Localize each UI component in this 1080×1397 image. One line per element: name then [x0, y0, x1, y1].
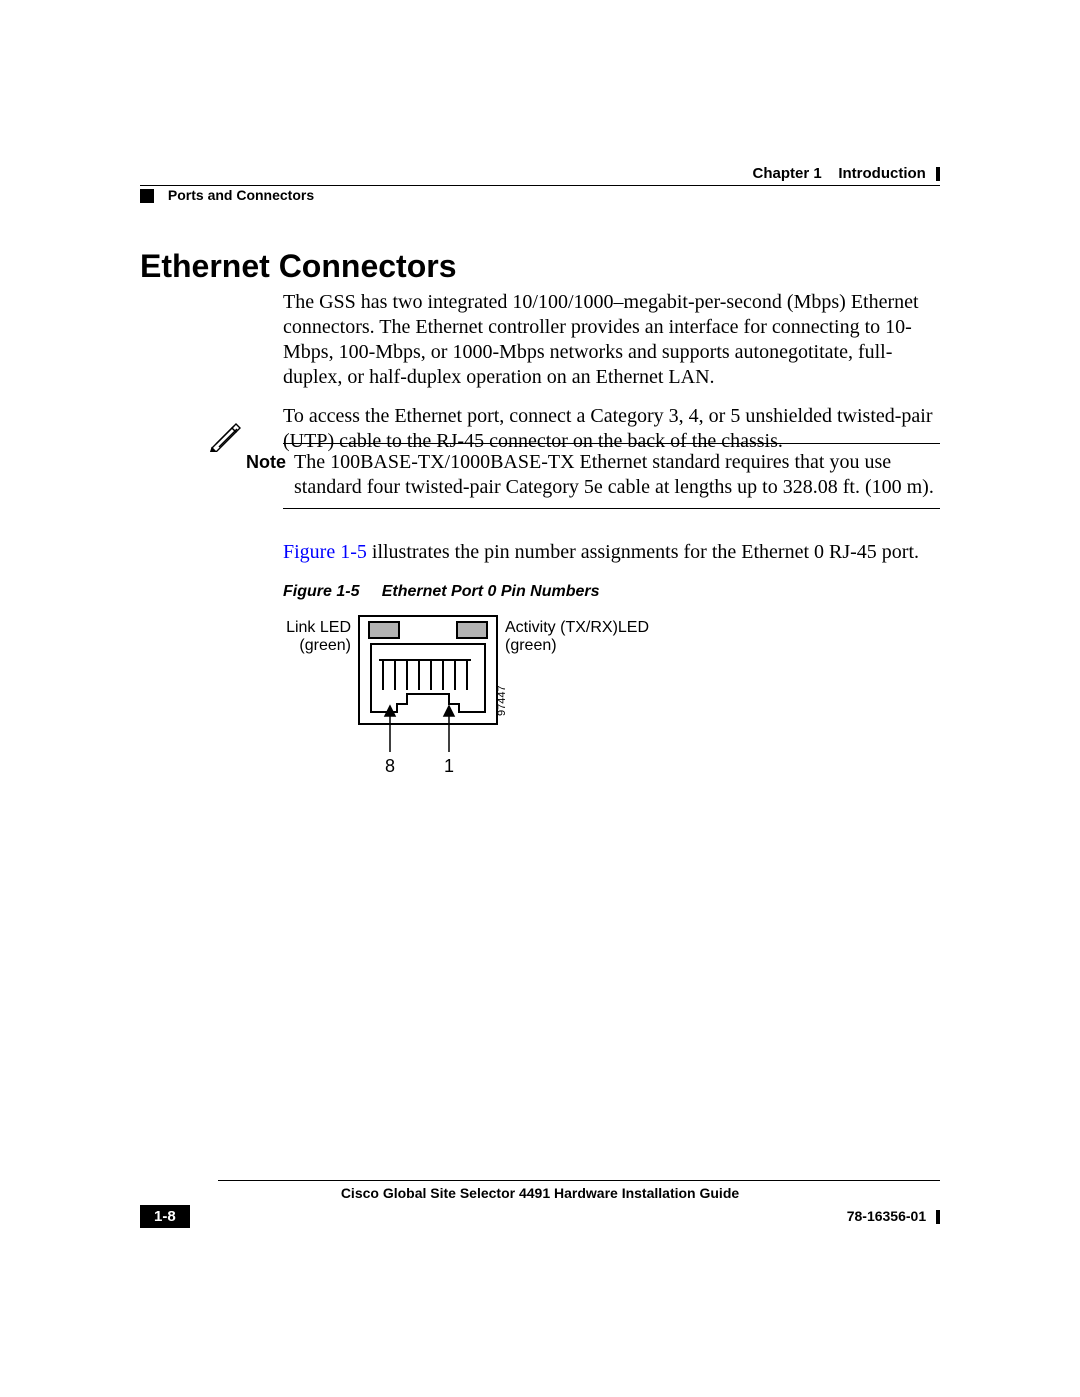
doc-number: 78-16356-01	[847, 1208, 940, 1224]
page-number-badge: 1-8	[140, 1205, 190, 1228]
paragraph-1: The GSS has two integrated 10/100/1000–m…	[283, 290, 940, 390]
chapter-label: Chapter 1	[752, 165, 821, 182]
chapter-heading: Chapter 1 Introduction	[140, 165, 940, 182]
chapter-title: Introduction	[838, 165, 925, 182]
header-rule	[140, 185, 940, 186]
header-bar-icon	[936, 167, 940, 181]
doc-number-text: 78-16356-01	[847, 1208, 926, 1224]
note-rule-bottom	[283, 508, 940, 509]
figure-ethernet-port: Link LED (green) Activity (TX/RX)LED (gr…	[283, 612, 683, 782]
activity-led-label-1: Activity (TX/RX)LED	[505, 619, 649, 636]
link-led-label-2: (green)	[299, 637, 351, 654]
breadcrumb-text: Ports and Connectors	[168, 187, 314, 203]
pencil-note-icon	[208, 422, 246, 500]
body-text: The GSS has two integrated 10/100/1000–m…	[283, 290, 940, 468]
note-text: The 100BASE-TX/1000BASE-TX Ethernet stan…	[294, 450, 940, 500]
footer-rule	[218, 1180, 940, 1181]
pin-8-label: 8	[385, 756, 395, 776]
note-label: Note	[246, 450, 294, 500]
page-footer: Cisco Global Site Selector 4491 Hardware…	[140, 1180, 940, 1229]
figure-crossref-link[interactable]: Figure 1-5	[283, 541, 367, 563]
figure-caption: Figure 1-5 Ethernet Port 0 Pin Numbers	[283, 583, 600, 601]
pin-1-label: 1	[444, 756, 454, 776]
square-bullet-icon	[140, 189, 154, 203]
figure-caption-number: Figure 1-5	[283, 583, 359, 600]
link-led-label-1: Link LED	[286, 619, 351, 636]
figure-ref-rest: illustrates the pin number assignments f…	[367, 541, 919, 563]
note-rule-top	[283, 443, 940, 444]
section-breadcrumb: Ports and Connectors	[140, 187, 314, 203]
drawing-id: 97447	[496, 685, 508, 716]
note-block: Note The 100BASE-TX/1000BASE-TX Ethernet…	[208, 443, 940, 509]
section-title: Ethernet Connectors	[140, 248, 456, 285]
footer-bar-icon	[936, 1210, 940, 1224]
page-header: Chapter 1 Introduction Ports and Connect…	[140, 165, 940, 205]
activity-led-label-2: (green)	[505, 637, 557, 654]
footer-guide-title: Cisco Global Site Selector 4491 Hardware…	[140, 1185, 940, 1201]
rj45-connector-icon	[359, 616, 497, 724]
figure-reference-paragraph: Figure 1-5 illustrates the pin number as…	[283, 540, 940, 565]
figure-caption-title: Ethernet Port 0 Pin Numbers	[382, 583, 600, 600]
